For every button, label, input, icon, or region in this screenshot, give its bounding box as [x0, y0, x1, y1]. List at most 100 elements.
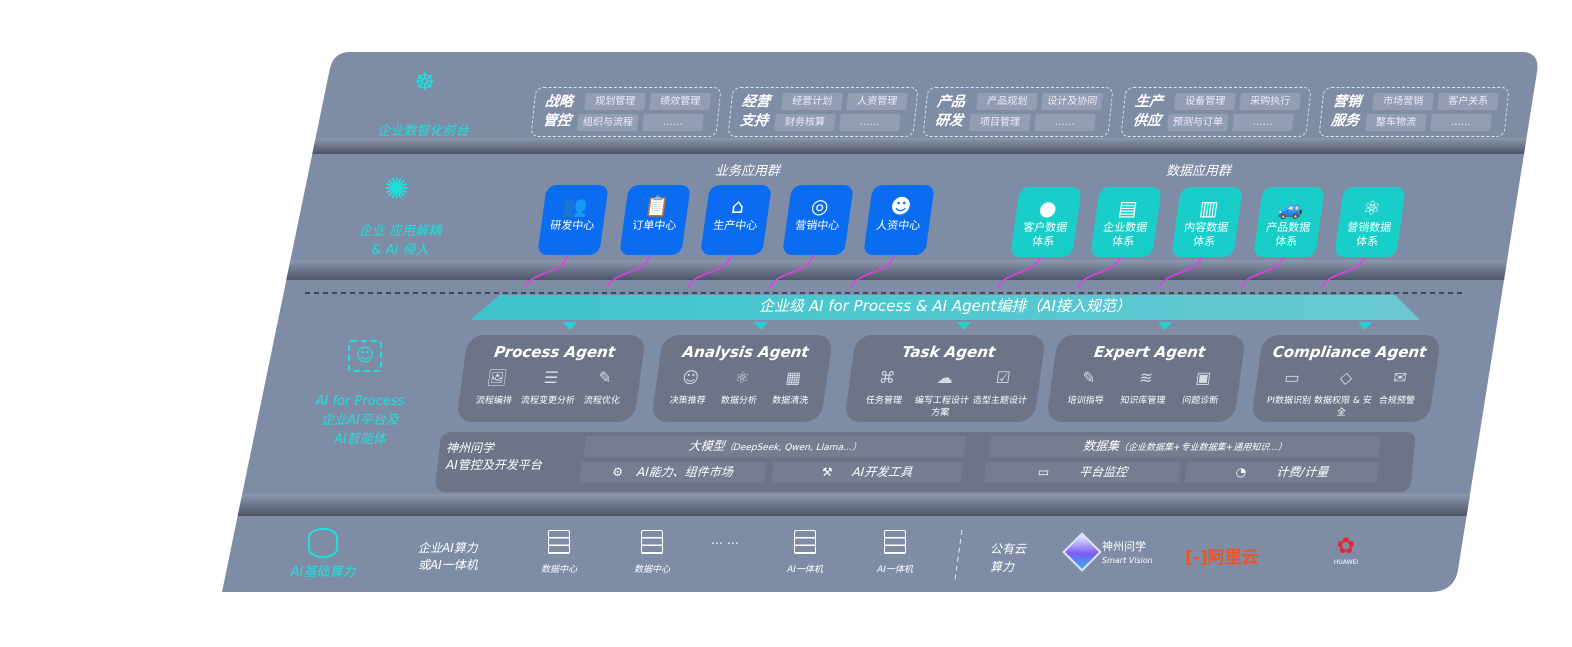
llm-bar[interactable]: 大模型（DeepSeek, Qwen, Llama...） — [583, 436, 967, 457]
monitor-bar[interactable]: ▭ 平台监控 — [983, 462, 1182, 483]
agent-title: Analysis Agent — [681, 343, 810, 361]
books-icon: ▥ — [1197, 196, 1221, 220]
agent-capability[interactable]: ⌘ 任务管理 — [853, 367, 919, 407]
agent-capability[interactable]: ≋ 知识库管理 — [1112, 367, 1178, 407]
dataset-label: 数据集 — [1082, 439, 1120, 453]
agent-card[interactable]: Process Agent 🖼 流程编排 ☰ 流程变更分析 ✎ 流程优化 — [455, 335, 647, 422]
link-arrow — [850, 249, 895, 289]
server-icon — [641, 530, 663, 554]
face-scan-icon: ☺ — [348, 340, 382, 372]
front-item[interactable]: …… — [1034, 114, 1096, 131]
front-item[interactable]: …… — [839, 114, 901, 131]
data-app-tile[interactable]: ● 客户数据 体系 — [1010, 187, 1082, 257]
capability-label: 流程优化 — [583, 396, 621, 406]
agent-capability[interactable]: ☑ 造型主题设计 — [969, 367, 1035, 407]
apps-label-line1: 企业 应用解耦 — [358, 224, 442, 239]
agent-capability[interactable]: ▦ 数据清洗 — [759, 367, 825, 407]
agent-card[interactable]: Expert Agent ✎ 培训指导 ≋ 知识库管理 ▣ 问题诊断 — [1045, 335, 1247, 422]
front-item[interactable]: 组织与流程 — [577, 114, 639, 131]
tile-label-1: 营销数据 — [1346, 221, 1393, 234]
enterprise-compute: 企业AI算力 或AI一体机 — [418, 540, 478, 574]
capability-icon: ☑ — [994, 368, 1012, 387]
agent-capability[interactable]: ☁ 编写工程设计方案 — [909, 367, 976, 419]
capability-label: 流程变更分析 — [520, 396, 576, 406]
sv-sub: Smart Vision — [1102, 556, 1153, 565]
front-item[interactable]: 经营计划 — [781, 93, 843, 110]
dataset-bar[interactable]: 数据集（企业数据集+专业数据集+通用知识...） — [988, 436, 1382, 457]
front-item[interactable]: 绩效管理 — [649, 93, 711, 110]
capability-icon: ✉ — [1392, 368, 1409, 387]
capability-icon: ▦ — [784, 368, 803, 387]
capability-icon: ☁ — [935, 368, 955, 387]
front-item[interactable]: 财务核算 — [774, 114, 836, 131]
capability-label: 数据分析 — [720, 396, 758, 406]
server-aio-1[interactable]: AI一体机 — [775, 530, 835, 575]
data-app-tile[interactable]: ▤ 企业数据 体系 — [1090, 187, 1162, 257]
business-app-tile[interactable]: ◎ 营销中心 — [782, 185, 854, 255]
server-label: AI一体机 — [787, 565, 823, 575]
front-item[interactable]: 产品规划 — [976, 93, 1038, 110]
business-apps-title: 业务应用群 — [715, 164, 781, 179]
server-datacenter-1[interactable]: 数据中心 — [529, 530, 589, 575]
agent-capability[interactable]: ✎ 流程优化 — [571, 367, 637, 407]
cloud-l2: 算力 — [990, 560, 1015, 574]
agent-card[interactable]: Task Agent ⌘ 任务管理 ☁ 编写工程设计方案 ☑ 造型主题设计 — [843, 335, 1047, 422]
data-app-tile[interactable]: ▥ 内容数据 体系 — [1171, 187, 1243, 257]
gauge-icon: ◔ — [1235, 465, 1248, 479]
front-item[interactable]: 项目管理 — [969, 114, 1031, 131]
front-item[interactable]: 市场营销 — [1372, 93, 1434, 110]
public-cloud-label: 公有云 算力 — [990, 540, 1026, 576]
business-app-tile[interactable]: 👥 研发中心 — [537, 185, 609, 255]
front-item[interactable]: …… — [1232, 114, 1294, 131]
business-app-tile[interactable]: 📋 订单中心 — [619, 185, 691, 255]
front-item[interactable]: 设计及协同 — [1041, 93, 1103, 110]
agent-capability[interactable]: ✉ 合规预警 — [1366, 367, 1432, 407]
front-group: 经营支持 经营计划 人资管理 财务核算…… — [727, 87, 919, 137]
agent-title: Process Agent — [493, 343, 617, 361]
business-app-tile[interactable]: ⌂ 生产中心 — [700, 185, 772, 255]
server-aio-2[interactable]: AI一体机 — [865, 530, 925, 575]
capability-label: PI数据识别 — [1266, 396, 1312, 406]
front-item[interactable]: …… — [1430, 114, 1492, 131]
link-arrow — [606, 249, 651, 289]
front-item[interactable]: 预测与订单 — [1167, 114, 1229, 131]
front-item[interactable]: 客户关系 — [1437, 93, 1499, 110]
huawei-name: HUAWEI — [1333, 559, 1359, 566]
data-app-tile[interactable]: 🚙 产品数据 体系 — [1253, 187, 1325, 257]
aliyun-logo: [-]阿里云 — [1185, 543, 1259, 568]
server-icon — [548, 530, 570, 554]
market-bar[interactable]: ⚙ AI能力、组件市场 — [578, 462, 767, 483]
tile-label-2: 体系 — [1274, 235, 1299, 248]
data-app-tile[interactable]: ⚛ 营销数据 体系 — [1334, 187, 1406, 257]
down-arrow-icon — [754, 322, 768, 330]
front-item[interactable]: 整车物流 — [1365, 114, 1427, 131]
server-label: 数据中心 — [633, 565, 670, 575]
agent-card[interactable]: Compliance Agent ▭ PI数据识别 ◇ 数据权限 & 安全 ✉ 合规预警 — [1250, 335, 1442, 422]
data-apps-title: 数据应用群 — [1166, 164, 1232, 179]
billing-bar[interactable]: ◔ 计费/计量 — [1184, 462, 1380, 483]
front-item[interactable]: 设备管理 — [1174, 93, 1236, 110]
agent-capability[interactable]: ✎ 培训指导 — [1055, 367, 1121, 407]
agent-card[interactable]: Analysis Agent ☺ 决策推荐 ⚛ 数据分析 ▦ 数据清洗 — [650, 335, 834, 422]
server-datacenter-2[interactable]: 数据中心 — [622, 530, 682, 575]
front-item[interactable]: 采购执行 — [1239, 93, 1301, 110]
agent-capability[interactable]: ▣ 问题诊断 — [1169, 367, 1235, 407]
down-arrow-icon — [957, 322, 971, 330]
orchestration-banner — [470, 295, 1420, 320]
front-item[interactable]: 人资管理 — [846, 93, 908, 110]
infra-layer-label: AI基础算力 — [290, 565, 356, 580]
smart-vision-logo: 神州问学 Smart Vision — [1102, 540, 1153, 567]
capability-label: 数据权限 & 安全 — [1313, 396, 1373, 418]
aliyun-name: 阿里云 — [1207, 548, 1259, 568]
devtools-bar[interactable]: ⚒ AI开发工具 — [770, 462, 964, 483]
apps-label-line2: & AI 侵入 — [371, 243, 429, 258]
front-item[interactable]: 规划管理 — [584, 93, 646, 110]
tile-label-2: 体系 — [1031, 235, 1056, 248]
business-app-tile[interactable]: ☻ 人资中心 — [863, 185, 935, 255]
server-label: AI一体机 — [877, 565, 913, 575]
people-icon: ☻ — [888, 194, 914, 218]
huawei-logo: ✿ HUAWEI — [1328, 535, 1364, 567]
front-item[interactable]: …… — [642, 114, 704, 131]
capability-label: 培训指导 — [1066, 396, 1105, 406]
brain-head-icon: ☸ — [414, 68, 436, 96]
